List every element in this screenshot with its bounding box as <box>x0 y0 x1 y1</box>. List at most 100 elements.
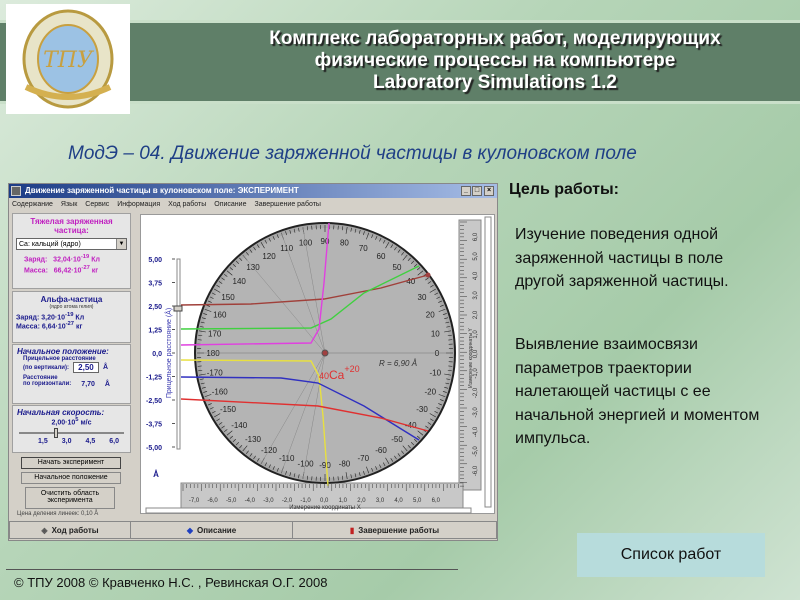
y-ruler-label: 5,0 <box>473 252 479 261</box>
slider-thumb[interactable] <box>53 428 58 439</box>
dial-tick <box>293 473 296 478</box>
dial-tick <box>341 226 344 231</box>
dial-tick <box>407 257 411 262</box>
x-scrollbar <box>145 507 472 514</box>
dial-tick <box>272 466 275 471</box>
university-logo: ТПУ <box>6 4 130 114</box>
menu-finish[interactable]: Завершение работы <box>254 201 321 208</box>
dial-tick <box>264 239 268 244</box>
tab-label: Ход работы <box>51 525 99 535</box>
work-list-button[interactable]: Список работ <box>577 533 765 577</box>
dial-tick <box>198 369 203 372</box>
dial-tick <box>345 226 348 234</box>
y-ruler-label: 4,0 <box>473 271 479 280</box>
x-tick-label: -2,0 <box>282 498 293 504</box>
menu-description[interactable]: Описание <box>214 201 247 208</box>
dial-tick <box>385 457 390 465</box>
minimize-button[interactable]: _ <box>461 186 471 196</box>
dial-tick <box>285 470 287 475</box>
dial-tick <box>447 369 452 372</box>
y-ruler-label: -4,0 <box>473 426 479 437</box>
y-ruler-label: 0,0 <box>473 349 479 358</box>
dial-tick <box>375 466 378 471</box>
dial-tick <box>221 277 225 281</box>
dial-tick <box>358 472 361 477</box>
dial-angle-label: -170 <box>207 368 224 377</box>
dial-tick <box>375 235 378 240</box>
dial-angle-label: -70 <box>358 454 370 463</box>
dial-tick <box>438 403 443 406</box>
tab-description[interactable]: ◆ Описание <box>130 521 293 539</box>
menu-workflow[interactable]: Ход работы <box>168 201 207 208</box>
dial-tick <box>447 334 452 337</box>
chevron-down-icon[interactable]: ▼ <box>116 239 126 249</box>
tab-label: Описание <box>196 525 237 535</box>
menu-service[interactable]: Сервис <box>85 201 110 208</box>
speed-slider[interactable] <box>19 428 124 439</box>
tick: 4,5 <box>85 438 96 446</box>
tab-finish[interactable]: ▮ Завершение работы <box>292 521 497 539</box>
dial-tick <box>260 241 265 249</box>
dial-tick <box>276 234 279 239</box>
dial-tick <box>221 425 225 429</box>
x-tick-label: -3,0 <box>263 498 274 504</box>
unit: Å <box>102 364 109 371</box>
title-line: физические процессы на компьютере <box>314 50 676 71</box>
y-ruler-label: -3,0 <box>473 407 479 418</box>
value: 2,00·10 <box>51 419 76 427</box>
menu-bar: Содержание Язык Сервис Информация Ход ра… <box>9 198 497 211</box>
dial-tick <box>268 464 271 469</box>
asymptote-line <box>302 352 326 480</box>
dial-tick <box>276 467 279 472</box>
experiment-area: 0102030405060708090100110120130140150160… <box>140 214 495 514</box>
x-tick-label: 0,0 <box>320 498 329 504</box>
alpha-particle-panel: Альфа-частица (ядро атома гелия) Заряд: … <box>12 291 131 343</box>
exit-door-icon: ▮ <box>349 525 355 535</box>
speed-value: 2,00·105 м/с <box>17 417 126 426</box>
dial-tick <box>229 267 234 271</box>
dial-tick <box>371 234 374 239</box>
dial-angle-label: -10 <box>430 368 442 377</box>
dial-angle-label: -60 <box>375 446 387 455</box>
dial-tick <box>203 391 208 393</box>
impact-slider-thumb[interactable] <box>173 305 183 312</box>
dial-tick <box>444 386 449 389</box>
header-band <box>0 20 800 104</box>
menu-contents[interactable]: Содержание <box>12 201 53 208</box>
y-ruler-label: 3,0 <box>473 291 479 300</box>
dial-tick <box>382 239 386 244</box>
x-tick-label: 2,0 <box>357 498 366 504</box>
dial-tick <box>201 386 206 389</box>
dial-angle-label: 150 <box>221 293 235 302</box>
menu-info[interactable]: Информация <box>117 201 161 208</box>
dial-tick <box>385 241 390 249</box>
x-tick-label: 3,0 <box>376 498 385 504</box>
tick: 6,0 <box>109 438 119 446</box>
dial-tick <box>446 326 451 328</box>
menu-language[interactable]: Язык <box>60 201 78 208</box>
exp: -19 <box>65 312 74 318</box>
tab-workflow[interactable]: ◈ Ход работы <box>9 521 131 539</box>
dial-tick <box>436 296 441 299</box>
impact-distance-input[interactable]: 2,50 <box>72 362 99 373</box>
initial-position-button[interactable]: Начальное положение <box>21 472 121 484</box>
asymptote-line <box>242 254 326 354</box>
close-button[interactable]: × <box>484 186 494 196</box>
dial-tick <box>402 445 408 452</box>
initial-position-panel: Начальное положение: Прицельное расстоян… <box>12 344 131 404</box>
maximize-button[interactable]: □ <box>472 186 482 196</box>
particle-select[interactable]: Ca: кальций (ядро) ▼ <box>16 238 127 250</box>
unit: м/с <box>80 419 92 427</box>
dial-tick <box>394 246 397 251</box>
dial-angle-label: 120 <box>262 252 276 261</box>
clear-area-button[interactable]: Очистить область эксперимента <box>25 487 115 509</box>
dial-tick <box>390 244 394 249</box>
dial-tick <box>427 422 432 425</box>
heavy-mass: Масса: 66,42·10-27 кг <box>16 265 127 274</box>
y-ruler-label: -6,0 <box>473 465 479 476</box>
dial-tick <box>429 413 437 418</box>
unit: Кл <box>75 314 85 322</box>
dial-tick <box>354 228 357 233</box>
start-experiment-button[interactable]: Начать эксперимент <box>21 457 121 469</box>
